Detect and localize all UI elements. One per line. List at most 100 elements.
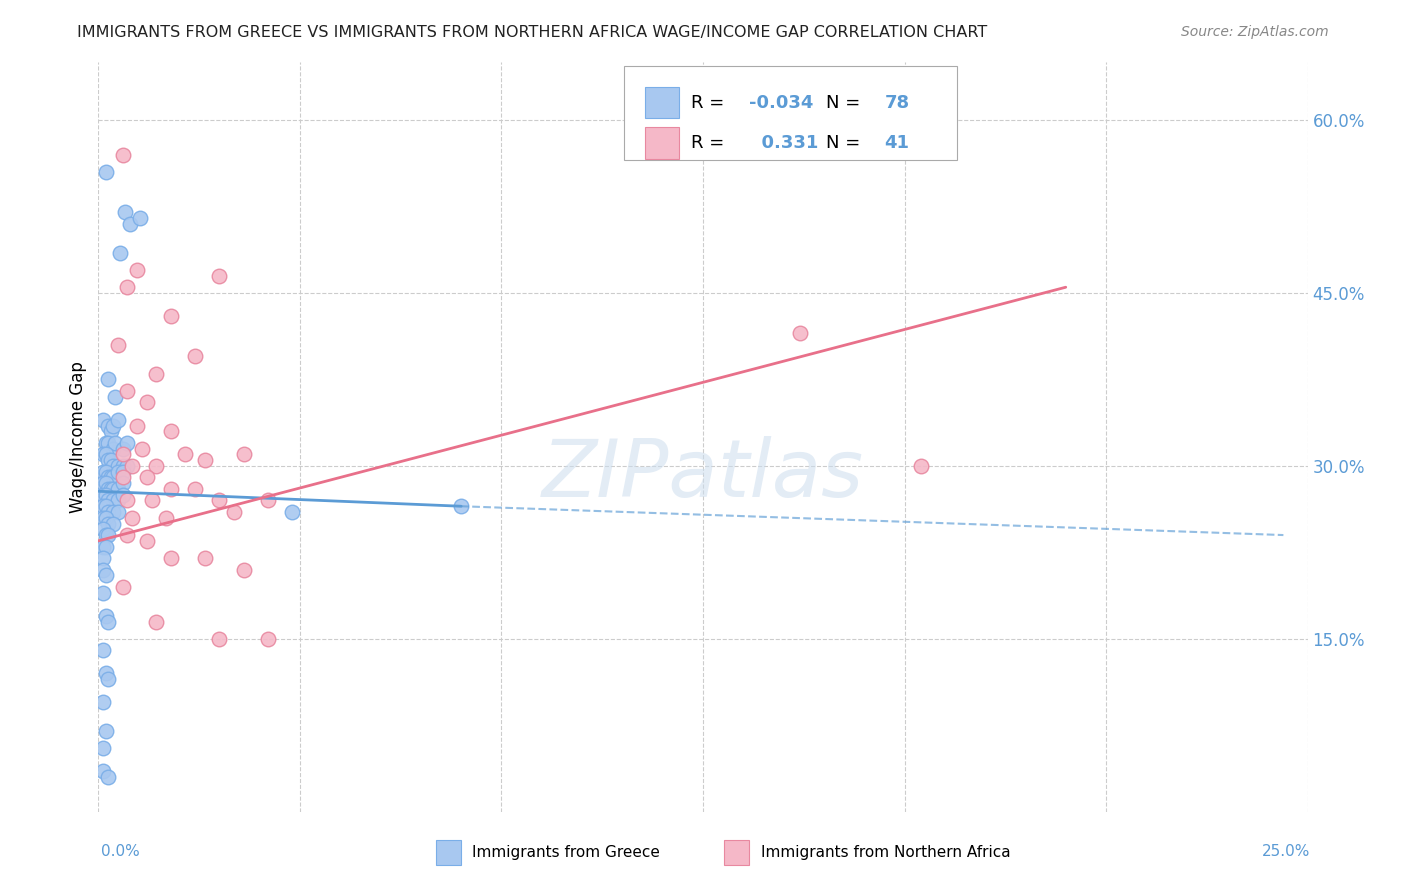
Point [97,470,120,484]
Point [910,458,932,473]
Point [194,551,217,566]
Text: R =: R = [690,134,730,153]
Point [97,505,120,519]
Text: IMMIGRANTS FROM GREECE VS IMMIGRANTS FROM NORTHERN AFRICA WAGE/INCOME GAP CORREL: IMMIGRANTS FROM GREECE VS IMMIGRANTS FRO… [77,25,987,40]
Point [111,465,134,479]
Point [94,666,117,681]
Point [101,442,124,456]
FancyBboxPatch shape [624,66,957,160]
Point [94,476,117,491]
Point [117,528,139,542]
Point [94,165,117,179]
Point [232,563,254,577]
Point [155,510,177,524]
Point [100,453,122,467]
Text: 78: 78 [884,94,910,112]
Point [160,309,183,323]
Point [97,453,120,467]
Point [111,147,134,161]
Text: R =: R = [690,94,730,112]
Point [111,458,134,473]
Point [145,458,167,473]
Point [222,505,245,519]
Point [117,493,139,508]
Point [91,764,114,779]
Point [114,205,136,219]
Point [91,695,114,709]
Point [118,217,141,231]
Point [208,268,231,283]
Point [208,632,231,646]
Point [135,470,157,484]
Point [111,447,134,461]
Point [94,724,117,739]
Text: N =: N = [827,134,866,153]
Point [160,482,183,496]
Text: 25.0%: 25.0% [1263,845,1310,859]
Point [94,447,117,461]
Point [127,418,149,433]
Point [111,488,134,502]
Point [101,493,124,508]
Text: Immigrants from Greece: Immigrants from Greece [472,846,661,860]
Point [117,280,139,294]
Y-axis label: Wage/Income Gap: Wage/Income Gap [69,361,87,513]
Point [107,465,129,479]
Point [789,326,811,341]
Point [107,338,129,352]
Point [131,442,153,456]
Point [104,390,127,404]
Point [91,510,114,524]
Point [97,770,120,784]
Point [107,505,129,519]
Point [104,435,127,450]
Point [117,384,139,398]
Point [117,458,139,473]
Point [91,500,114,514]
Point [194,453,217,467]
Point [135,395,157,409]
Point [111,442,134,456]
Point [117,435,139,450]
Point [94,465,117,479]
Point [97,482,120,496]
Point [97,516,120,531]
Point [111,580,134,594]
Point [100,425,122,439]
Point [91,465,114,479]
Point [97,615,120,629]
Text: 41: 41 [884,134,910,153]
Point [97,672,120,686]
Point [121,510,143,524]
Point [91,741,114,756]
Point [450,500,472,514]
Point [121,458,143,473]
Point [256,493,278,508]
Text: Immigrants from Northern Africa: Immigrants from Northern Africa [761,846,1011,860]
Point [91,522,114,536]
Point [111,476,134,491]
Point [232,447,254,461]
Point [145,615,167,629]
Point [101,470,124,484]
FancyBboxPatch shape [645,87,679,119]
Point [281,505,304,519]
Point [184,482,207,496]
Point [91,476,114,491]
Point [160,425,183,439]
Point [91,447,114,461]
Point [107,482,129,496]
Point [141,493,163,508]
Point [208,493,231,508]
Text: 0.331: 0.331 [749,134,818,153]
Point [94,488,117,502]
Point [97,418,120,433]
Point [101,458,124,473]
Point [97,493,120,508]
Point [107,458,129,473]
Point [127,263,149,277]
Point [91,585,114,599]
Point [101,482,124,496]
Point [101,418,124,433]
Text: N =: N = [827,94,866,112]
